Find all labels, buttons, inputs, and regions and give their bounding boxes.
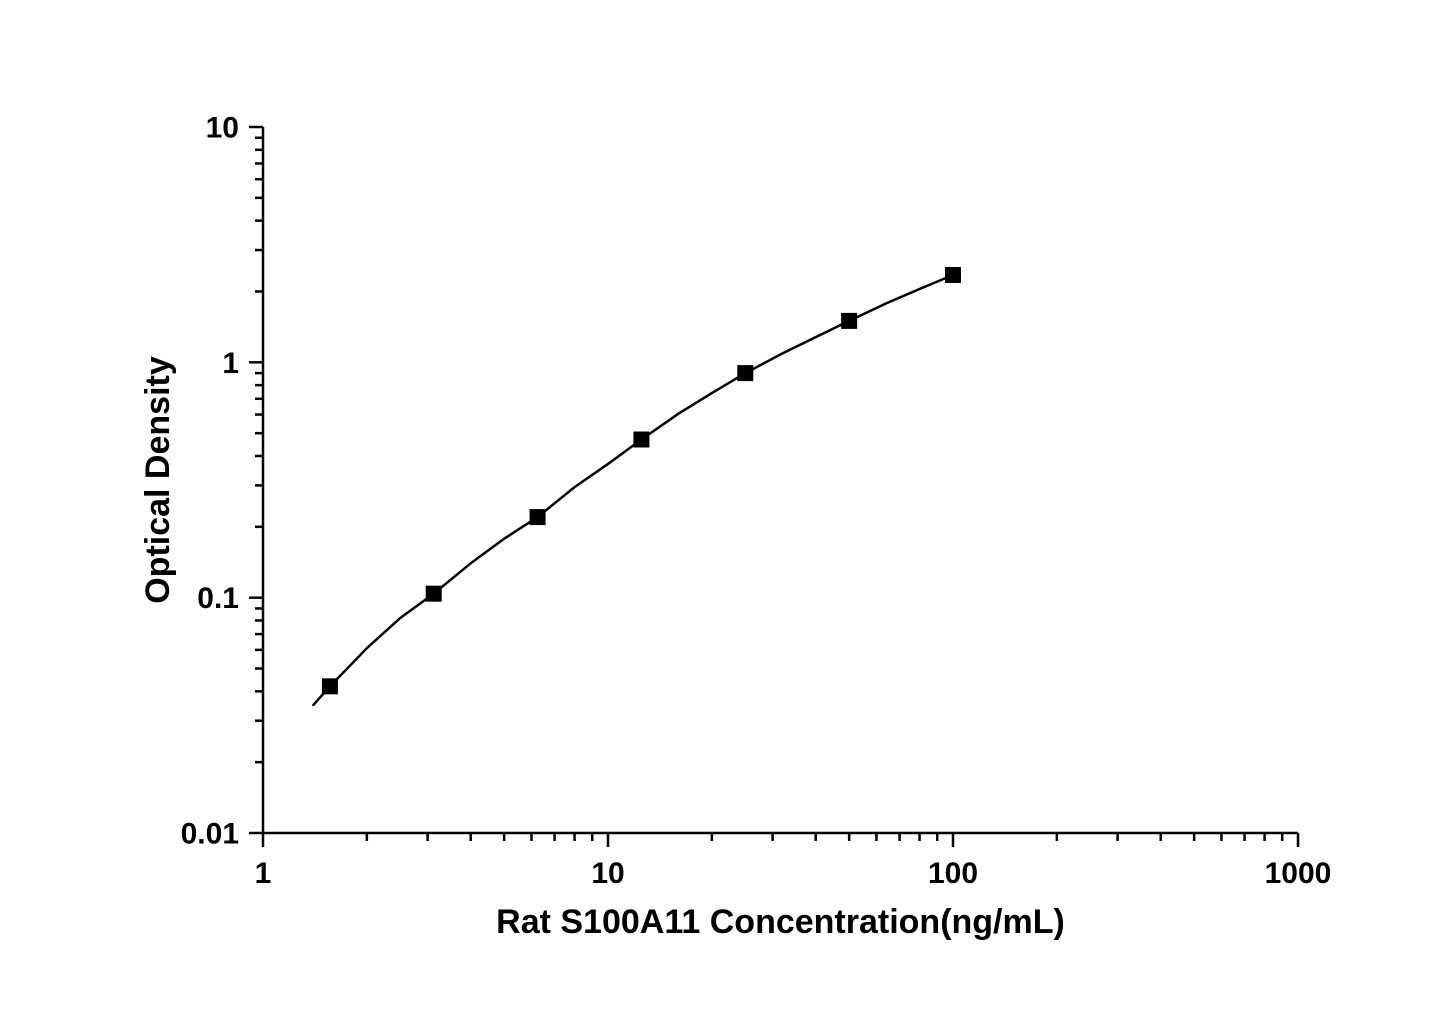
data-marker	[633, 431, 649, 447]
x-tick-label: 1000	[1265, 857, 1332, 890]
data-marker	[737, 365, 753, 381]
x-axis-title: Rat S100A11 Concentration(ng/mL)	[496, 903, 1065, 941]
data-marker	[945, 267, 961, 283]
chart-container: 1 10 100 1000 0.01 0.1 1 10 Rat S100A11 Concentr…	[0, 0, 1445, 1009]
y-tick-label: 0.01	[181, 818, 239, 851]
y-tick-label: 10	[206, 112, 239, 145]
x-tick-label: 100	[928, 857, 978, 890]
x-tick-label: 1	[255, 857, 272, 890]
y-tick-label: 1	[222, 347, 239, 380]
data-marker	[426, 586, 442, 602]
y-axis-title: Optical Density	[139, 356, 177, 604]
data-marker	[322, 678, 338, 694]
standard-curve-chart: 1 10 100 1000 0.01 0.1 1 10 Rat S100A11 Concentr…	[0, 0, 1445, 1009]
x-tick-label: 10	[591, 857, 624, 890]
y-tick-label: 0.1	[197, 582, 239, 615]
data-marker	[841, 313, 857, 329]
data-marker	[530, 509, 546, 525]
